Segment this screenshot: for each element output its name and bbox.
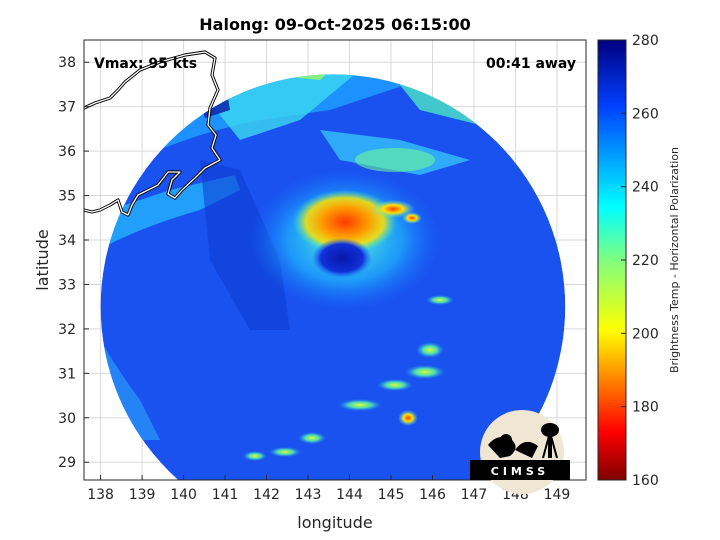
chart-title: Halong: 09-Oct-2025 06:15:00 <box>199 15 470 34</box>
colorbar-tick-label: 260 <box>632 106 659 122</box>
rainband-cell-5 <box>338 399 382 411</box>
x-tick-label: 145 <box>378 487 405 503</box>
y-tick-label: 30 <box>58 411 76 427</box>
north-cyan-band <box>200 74 360 140</box>
rainband-cell-6 <box>298 432 326 444</box>
y-axis-label: latitude <box>33 229 52 290</box>
rainband-cell-3 <box>405 365 445 379</box>
rainband-cell-7 <box>269 447 301 457</box>
time-away-annotation: 00:41 away <box>486 56 576 72</box>
logo-text: CIMSS <box>491 465 549 478</box>
logo-tower-leg <box>548 436 552 458</box>
x-tick-label: 142 <box>253 487 280 503</box>
y-tick-label: 32 <box>58 322 76 338</box>
y-tick-label: 29 <box>58 455 76 471</box>
colorbar-tick-label: 280 <box>632 33 659 49</box>
x-tick-label: 140 <box>170 487 197 503</box>
x-tick-label: 147 <box>461 487 488 503</box>
logo-dish-icon-2 <box>500 434 512 446</box>
x-axis-label: longitude <box>297 513 372 532</box>
x-tick-label: 139 <box>129 487 156 503</box>
eyewall-warm-core <box>293 190 397 254</box>
colorbar-label: Brightness Temp - Horizontal Polarizatio… <box>668 147 681 373</box>
colorbar-ticks: 160 180 200 220 240 260 280 <box>621 33 659 489</box>
colorbar-tick-label: 220 <box>632 253 659 269</box>
vmax-annotation: Vmax: 95 kts <box>94 56 197 72</box>
eye <box>312 238 372 278</box>
y-tick-label: 35 <box>58 189 76 205</box>
convection-cell <box>398 410 418 426</box>
colorbar-tick-label: 160 <box>632 473 659 489</box>
x-tick-label: 141 <box>212 487 239 503</box>
logo-tower-icon <box>541 423 559 437</box>
y-tick-label: 34 <box>58 233 76 249</box>
y-tick-label: 31 <box>58 366 76 382</box>
y-axis: 29 30 31 32 33 34 35 36 37 38 <box>58 55 89 471</box>
colorbar-tick-label: 200 <box>632 326 659 342</box>
x-tick-label: 149 <box>544 487 571 503</box>
colorbar-tick-label: 180 <box>632 400 659 416</box>
eyewall-cell-east-2 <box>402 212 422 224</box>
x-tick-label: 138 <box>87 487 114 503</box>
y-tick-label: 37 <box>58 100 76 116</box>
rainband-cell-2 <box>416 342 444 358</box>
eyewall-cell-east <box>371 200 415 218</box>
y-tick-label: 33 <box>58 277 76 293</box>
southwest-edge <box>100 320 160 440</box>
rainband-cell-4 <box>377 379 413 391</box>
north-rainband <box>355 148 435 172</box>
y-tick-label: 38 <box>58 55 76 71</box>
coastline <box>84 51 221 216</box>
x-tick-label: 143 <box>295 487 322 503</box>
dry-slot <box>200 160 290 330</box>
x-tick-label: 146 <box>419 487 446 503</box>
rainband-cell-1 <box>426 295 454 305</box>
axes-frame <box>83 39 587 481</box>
logo-dish-icon-3 <box>515 441 538 458</box>
y-tick-label: 36 <box>58 144 76 160</box>
x-tick-label: 144 <box>336 487 363 503</box>
cimss-logo: CIMSS <box>470 410 570 494</box>
colorbar-tick-label: 240 <box>632 180 659 196</box>
western-cloud-band <box>100 175 240 260</box>
rainband-cell-8 <box>243 451 267 461</box>
logo-banner <box>470 460 570 480</box>
